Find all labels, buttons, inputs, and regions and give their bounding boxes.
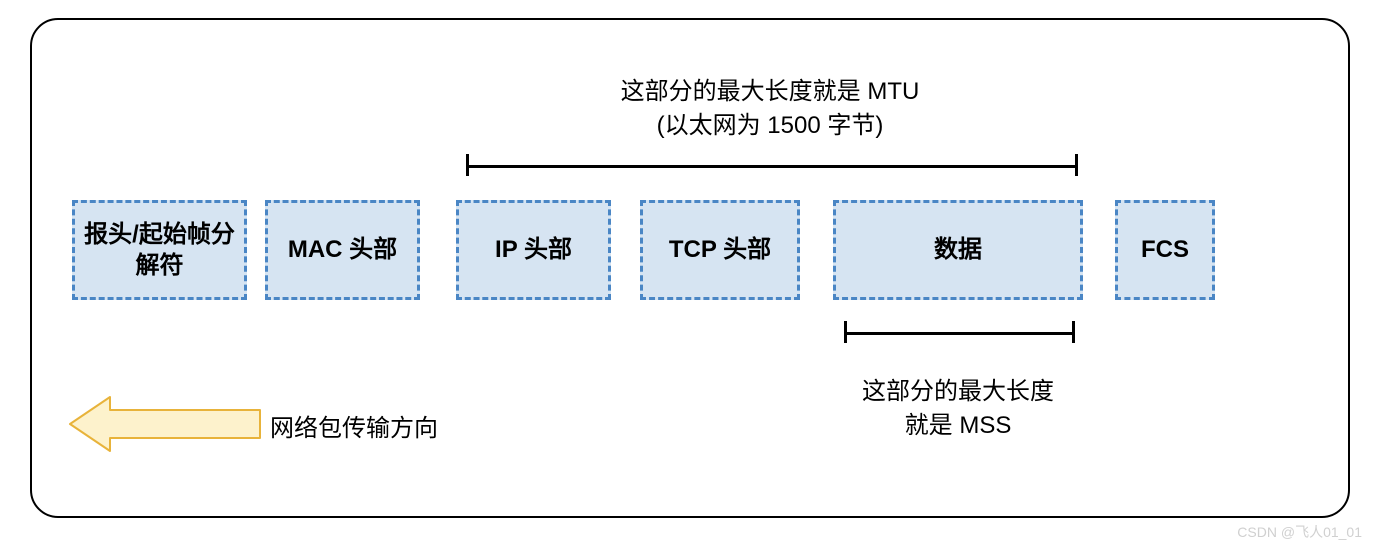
mtu-line2: (以太网为 1500 字节) <box>657 112 884 139</box>
field-tcp-label: TCP 头部 <box>669 234 771 265</box>
field-preamble-label: 报头/起始帧分解符 <box>81 219 238 281</box>
field-ip-label: IP 头部 <box>495 234 572 265</box>
field-fcs-label: FCS <box>1141 234 1189 265</box>
field-data: 数据 <box>833 200 1083 300</box>
mtu-bracket-tick-right <box>1075 154 1078 176</box>
mtu-bracket-horizontal <box>466 165 1078 168</box>
mtu-bracket-tick-left <box>466 154 469 176</box>
watermark: CSDN @飞人01_01 <box>1237 522 1362 542</box>
field-mac-header: MAC 头部 <box>265 200 420 300</box>
mss-annotation-label: 这部分的最大长度 就是 MSS <box>833 375 1083 442</box>
mss-bracket-tick-right <box>1072 321 1075 343</box>
field-preamble: 报头/起始帧分解符 <box>72 200 247 300</box>
mss-line1: 这部分的最大长度 <box>862 378 1054 405</box>
mtu-line1: 这部分的最大长度就是 MTU <box>621 78 920 105</box>
mtu-annotation-label: 这部分的最大长度就是 MTU (以太网为 1500 字节) <box>560 75 980 142</box>
field-fcs: FCS <box>1115 200 1215 300</box>
field-tcp-header: TCP 头部 <box>640 200 800 300</box>
field-data-label: 数据 <box>934 234 982 265</box>
field-ip-header: IP 头部 <box>456 200 611 300</box>
field-mac-label: MAC 头部 <box>288 234 397 265</box>
direction-arrow-icon <box>70 397 260 451</box>
direction-label: 网络包传输方向 <box>270 412 438 446</box>
mss-bracket-horizontal <box>844 332 1075 335</box>
direction-label-text: 网络包传输方向 <box>270 415 438 442</box>
mss-bracket-tick-left <box>844 321 847 343</box>
mss-line2: 就是 MSS <box>905 412 1012 439</box>
